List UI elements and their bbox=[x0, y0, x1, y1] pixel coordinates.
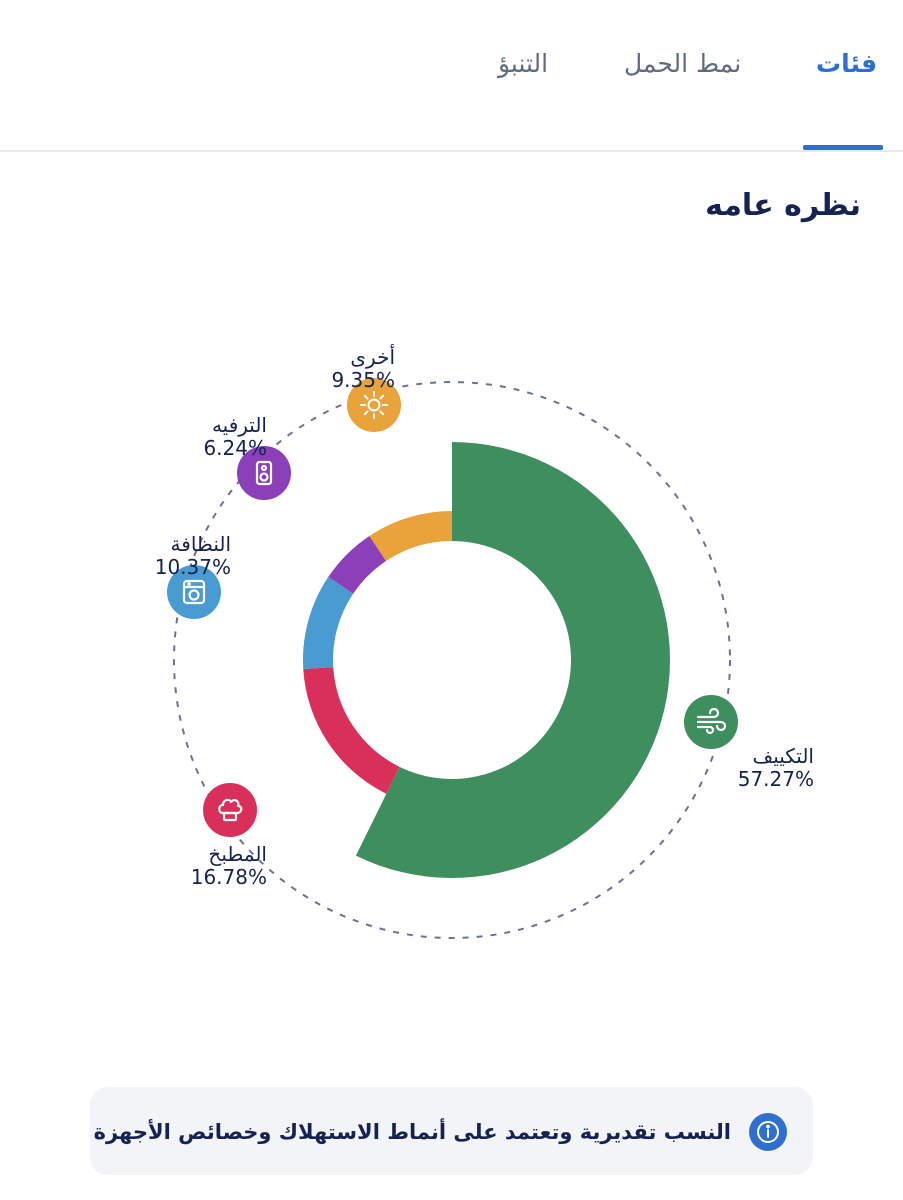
category-entertainment-label: الترفيه 6.24% bbox=[203, 414, 267, 460]
donut-chart bbox=[173, 381, 731, 939]
category-name: النظافة bbox=[170, 532, 231, 556]
section-title: نظره عامه bbox=[705, 188, 861, 223]
active-tab-indicator bbox=[803, 145, 883, 150]
donut-slice[interactable] bbox=[303, 576, 354, 669]
chef-hat-icon bbox=[203, 783, 257, 837]
outer-dashed-ring bbox=[173, 381, 731, 939]
info-text: النسب تقديرية وتعتمد على أنماط الاستهلاك… bbox=[93, 1120, 731, 1144]
donut-slice[interactable] bbox=[369, 511, 452, 561]
donut-slice[interactable] bbox=[303, 667, 400, 794]
washing-machine-icon bbox=[167, 565, 221, 619]
wind-icon bbox=[684, 695, 738, 749]
category-name: التكييف bbox=[752, 744, 814, 768]
category-percent: 9.35% bbox=[331, 368, 395, 392]
tab-forecast[interactable]: التنبؤ bbox=[498, 49, 549, 78]
category-percent: 16.78% bbox=[190, 865, 267, 889]
tab-categories[interactable]: فئات bbox=[816, 49, 878, 78]
category-cleaning-label: النظافة 10.37% bbox=[155, 533, 231, 579]
sun-icon bbox=[347, 378, 401, 432]
category-chart: التكييف 57.27% المطبخ 16.78% bbox=[155, 346, 814, 939]
tab-bar: فئات نمط الحمل التنبؤ bbox=[0, 0, 903, 152]
category-kitchen-label: المطبخ 16.78% bbox=[191, 843, 267, 889]
category-percent: 6.24% bbox=[203, 436, 267, 460]
speaker-icon bbox=[237, 446, 291, 500]
category-cleaning[interactable]: النظافة 10.37% bbox=[155, 533, 231, 625]
category-entertainment[interactable]: الترفيه 6.24% bbox=[203, 414, 297, 506]
info-banner: النسب تقديرية وتعتمد على أنماط الاستهلاك… bbox=[90, 1087, 813, 1175]
category-kitchen[interactable]: المطبخ 16.78% bbox=[191, 783, 267, 889]
category-other[interactable]: أخرى 9.35% bbox=[331, 346, 407, 438]
info-icon[interactable] bbox=[749, 1113, 787, 1151]
category-ac-label: التكييف 57.27% bbox=[738, 745, 814, 791]
donut-slice[interactable] bbox=[328, 535, 387, 594]
category-name: المطبخ bbox=[208, 842, 267, 866]
category-percent: 57.27% bbox=[737, 767, 814, 791]
category-other-label: أخرى 9.35% bbox=[331, 346, 395, 392]
category-name: الترفيه bbox=[211, 413, 267, 437]
tab-load-pattern[interactable]: نمط الحمل bbox=[624, 49, 742, 78]
category-ac[interactable]: التكييف 57.27% bbox=[684, 695, 814, 791]
donut-slice[interactable] bbox=[355, 442, 670, 878]
category-name: أخرى bbox=[350, 345, 395, 369]
category-percent: 10.37% bbox=[154, 555, 231, 579]
